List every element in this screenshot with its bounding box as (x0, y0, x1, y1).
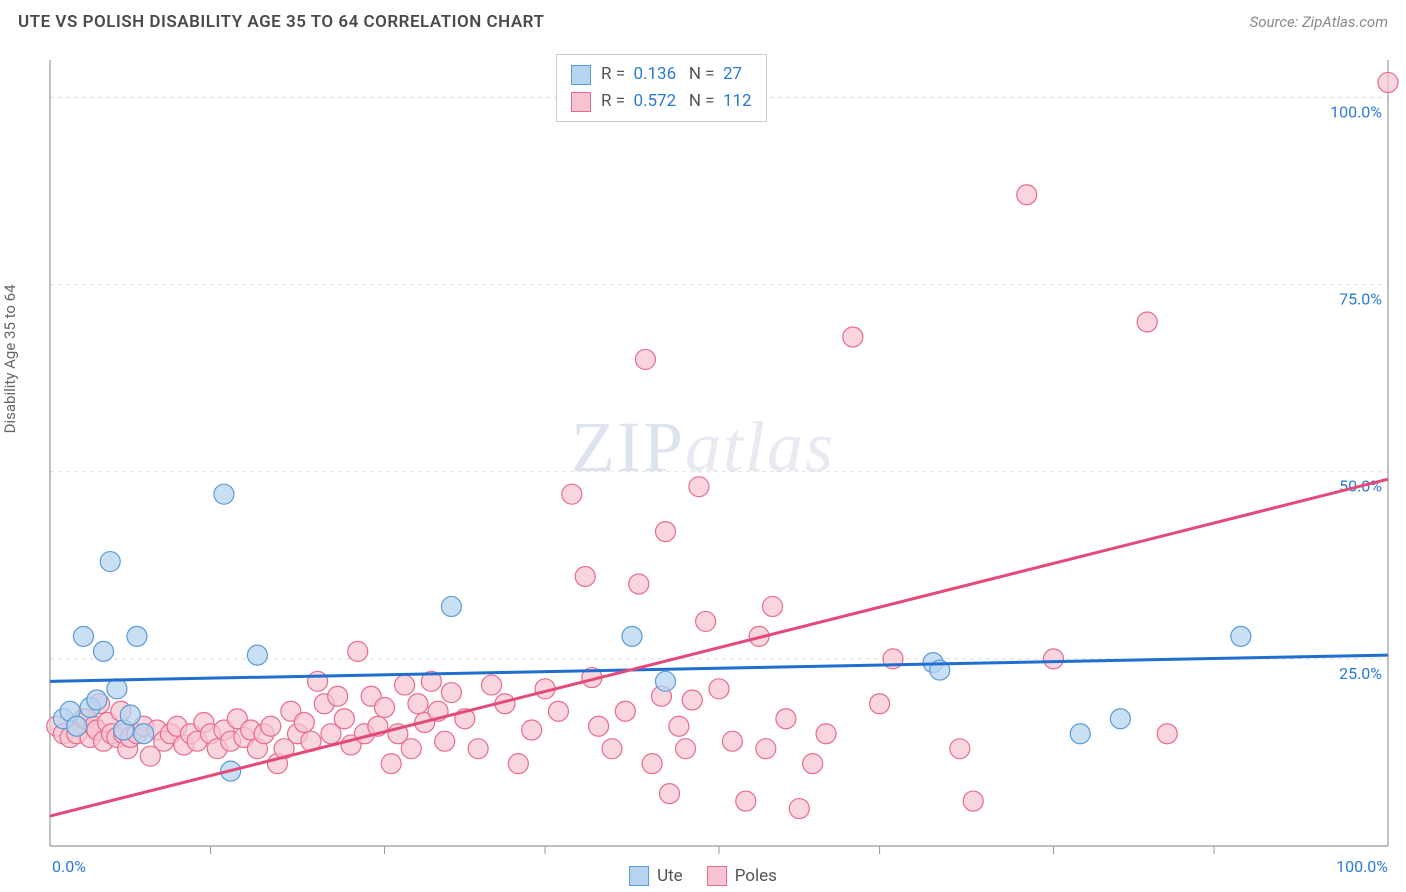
data-point (816, 724, 836, 744)
data-point (655, 671, 675, 691)
svg-text:25.0%: 25.0% (1339, 664, 1382, 683)
data-point (1070, 724, 1090, 744)
data-point (107, 679, 127, 699)
svg-text:0.0%: 0.0% (52, 857, 86, 876)
data-point (73, 626, 93, 646)
correlation-stats-box: R = 0.136 N = 27R = 0.572 N = 112 (556, 54, 767, 122)
chart-header: UTE VS POLISH DISABILITY AGE 35 TO 64 CO… (0, 0, 1406, 40)
stats-swatch (571, 92, 591, 112)
source-attribution: Source: ZipAtlas.com (1250, 13, 1388, 31)
stats-swatch (571, 65, 591, 85)
legend-item-ute: Ute (629, 866, 683, 886)
data-point (120, 705, 140, 725)
data-point (736, 791, 756, 811)
svg-text:75.0%: 75.0% (1339, 290, 1382, 309)
data-point (763, 596, 783, 616)
data-point (435, 731, 455, 751)
data-point (1157, 724, 1177, 744)
data-point (589, 716, 609, 736)
data-point (1044, 649, 1064, 669)
data-point (1137, 312, 1157, 332)
data-point (789, 799, 809, 819)
data-point (722, 731, 742, 751)
data-point (214, 484, 234, 504)
legend-label-ute: Ute (657, 866, 683, 886)
data-point (659, 784, 679, 804)
data-point (635, 349, 655, 369)
data-point (482, 675, 502, 695)
data-point (642, 754, 662, 774)
data-point (308, 671, 328, 691)
data-point (803, 754, 823, 774)
data-point (629, 574, 649, 594)
data-point (1378, 72, 1398, 92)
data-point (328, 686, 348, 706)
legend-swatch-ute (629, 866, 649, 886)
data-point (696, 611, 716, 631)
svg-text:100.0%: 100.0% (1330, 102, 1382, 121)
data-point (247, 645, 267, 665)
data-point (441, 683, 461, 703)
data-point (375, 698, 395, 718)
data-point (94, 641, 114, 661)
data-point (776, 709, 796, 729)
data-point (334, 709, 354, 729)
data-point (682, 690, 702, 710)
data-point (294, 712, 314, 732)
data-point (575, 567, 595, 587)
chart-title: UTE VS POLISH DISABILITY AGE 35 TO 64 CO… (18, 12, 544, 32)
legend-swatch-poles (707, 866, 727, 886)
legend: Ute Poles (629, 866, 777, 886)
data-point (348, 641, 368, 661)
legend-item-poles: Poles (707, 866, 777, 886)
data-point (381, 754, 401, 774)
data-point (67, 716, 87, 736)
data-point (134, 724, 154, 744)
scatter-plot-svg: 25.0%50.0%75.0%100.0%0.0%100.0% (0, 46, 1406, 892)
data-point (441, 596, 461, 616)
data-point (87, 690, 107, 710)
data-point (127, 626, 147, 646)
data-point (408, 694, 428, 714)
data-point (756, 739, 776, 759)
data-point (1110, 709, 1130, 729)
data-point (950, 739, 970, 759)
data-point (261, 716, 281, 736)
data-point (669, 716, 689, 736)
data-point (870, 694, 890, 714)
data-point (508, 754, 528, 774)
data-point (100, 552, 120, 572)
data-point (709, 679, 729, 699)
data-point (562, 484, 582, 504)
data-point (689, 477, 709, 497)
data-point (615, 701, 635, 721)
data-point (1017, 185, 1037, 205)
data-point (963, 791, 983, 811)
legend-label-poles: Poles (735, 866, 777, 886)
data-point (602, 739, 622, 759)
data-point (655, 522, 675, 542)
svg-text:100.0%: 100.0% (1336, 857, 1388, 876)
data-point (522, 720, 542, 740)
stats-row: R = 0.572 N = 112 (571, 88, 752, 115)
data-point (468, 739, 488, 759)
data-point (843, 327, 863, 347)
data-point (676, 739, 696, 759)
data-point (1231, 626, 1251, 646)
y-axis-label: Disability Age 35 to 64 (1, 285, 19, 434)
data-point (548, 701, 568, 721)
data-point (395, 675, 415, 695)
stats-row: R = 0.136 N = 27 (571, 61, 752, 88)
data-point (622, 626, 642, 646)
data-point (401, 739, 421, 759)
chart-area: Disability Age 35 to 64 25.0%50.0%75.0%1… (0, 46, 1406, 892)
